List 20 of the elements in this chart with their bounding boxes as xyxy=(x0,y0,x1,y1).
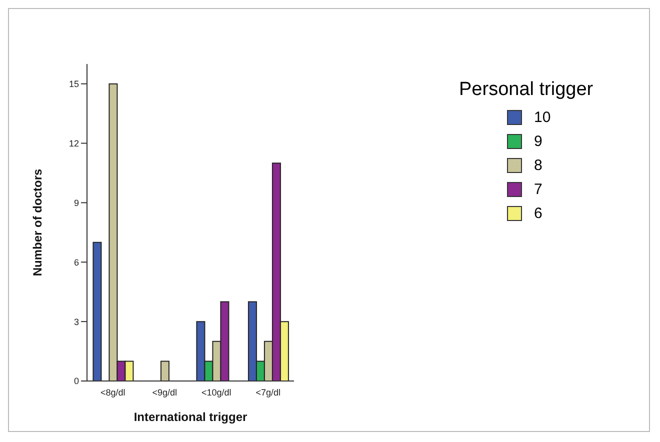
x-axis-title: International trigger xyxy=(134,410,248,424)
legend-title: Personal trigger xyxy=(459,79,594,101)
bar xyxy=(92,242,102,381)
y-tick-label: 0 xyxy=(74,376,79,386)
legend-label: 6 xyxy=(533,204,544,224)
y-tick-label: 15 xyxy=(68,79,79,90)
x-tick-label: <9g/dl xyxy=(152,387,178,398)
y-axis-title: Number of doctors xyxy=(30,168,44,276)
bar xyxy=(160,360,170,381)
y-tick-label: 9 xyxy=(74,198,79,208)
x-tick-label: <8g/dl xyxy=(100,387,126,398)
x-tick-label: <7g/dl xyxy=(256,387,281,398)
legend-label: 10 xyxy=(533,108,552,128)
x-tick-label: <10g/dl xyxy=(201,387,232,398)
y-tick-label: 3 xyxy=(74,316,79,327)
y-tick-label: 12 xyxy=(68,138,79,148)
legend-label: 8 xyxy=(533,156,544,176)
y-tick-label: 6 xyxy=(74,257,79,268)
legend-label: 9 xyxy=(533,132,544,152)
legend-label: 7 xyxy=(533,180,544,200)
